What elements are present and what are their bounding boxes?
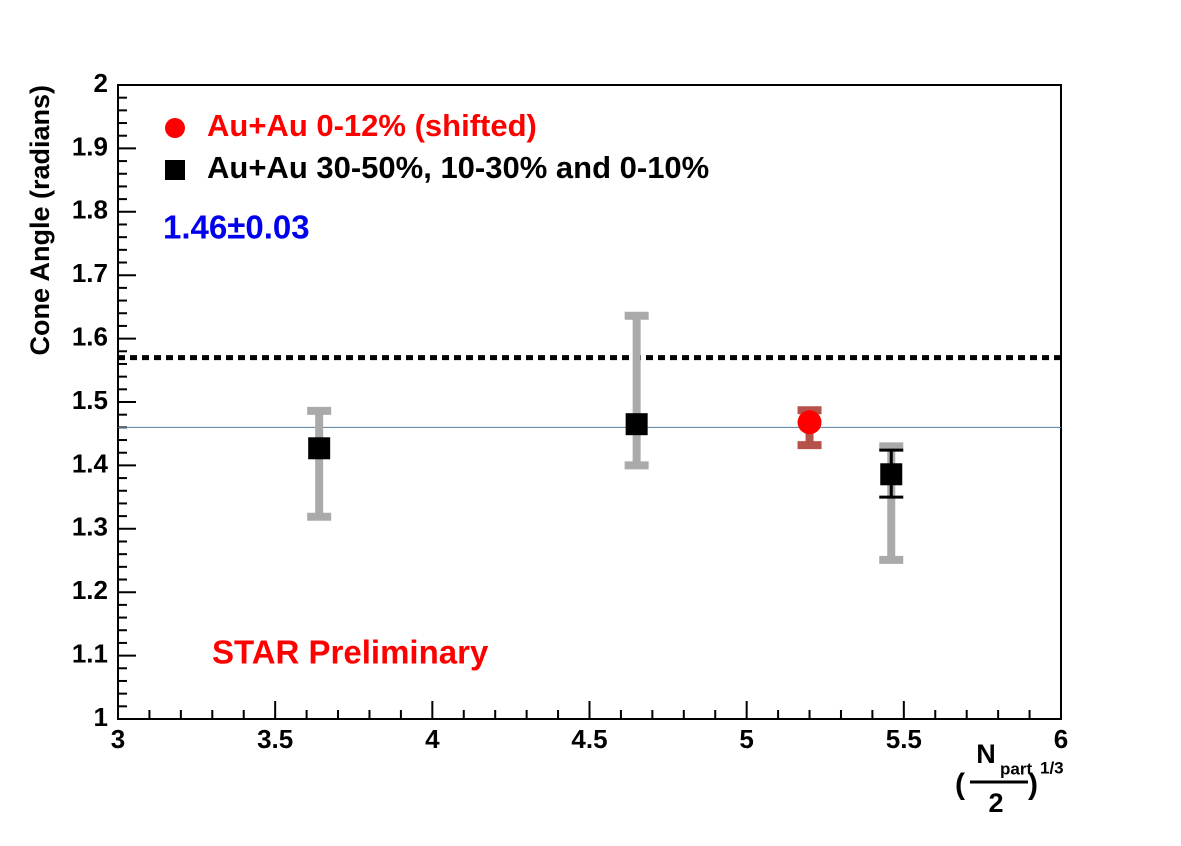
data-point [625,413,648,436]
y-tick-label: 1.3 [72,512,108,542]
annotation: STAR Preliminary [212,634,489,671]
x-tick-label: 4.5 [571,724,607,754]
y-tick-label: 1 [94,702,108,732]
x-label-denominator: 2 [988,788,1003,818]
x-tick-label: 6 [1054,724,1068,754]
y-tick-label: 1.4 [72,448,109,478]
legend-marker [165,160,185,180]
x-label-exponent: 1/3 [1040,758,1064,777]
y-axis-label: Cone Angle (radians) [25,85,55,356]
y-tick-label: 1.5 [72,385,108,415]
systematic-error-bar [624,311,649,470]
y-tick-label: 1.2 [72,575,108,605]
y-tick-label: 1.7 [72,258,108,288]
x-tick-label: 5.5 [886,724,922,754]
x-label-close: ) [1028,768,1038,801]
x-tick-label: 3 [111,724,125,754]
x-label-open: ( [955,768,965,801]
systematic-error-bar [307,406,332,521]
x-tick-label: 5 [739,724,753,754]
legend-label: Au+Au 30-50%, 10-30% and 0-10% [207,150,709,185]
y-tick-label: 1.8 [72,195,108,225]
x-tick-label: 4 [425,724,440,754]
y-tick-label: 1.1 [72,638,108,668]
data-point [880,463,903,486]
annotation: 1.46±0.03 [163,209,310,246]
x-tick-label: 3.5 [257,724,293,754]
y-tick-label: 1.6 [72,321,108,351]
legend-marker [165,118,185,138]
y-tick-label: 1.9 [72,131,108,161]
x-label-numerator: N [976,739,996,769]
legend-label: Au+Au 0-12% (shifted) [207,108,537,143]
y-tick-label: 2 [94,68,108,98]
data-point [308,437,331,460]
x-label-subscript: part [1000,759,1032,778]
data-point [797,410,822,435]
